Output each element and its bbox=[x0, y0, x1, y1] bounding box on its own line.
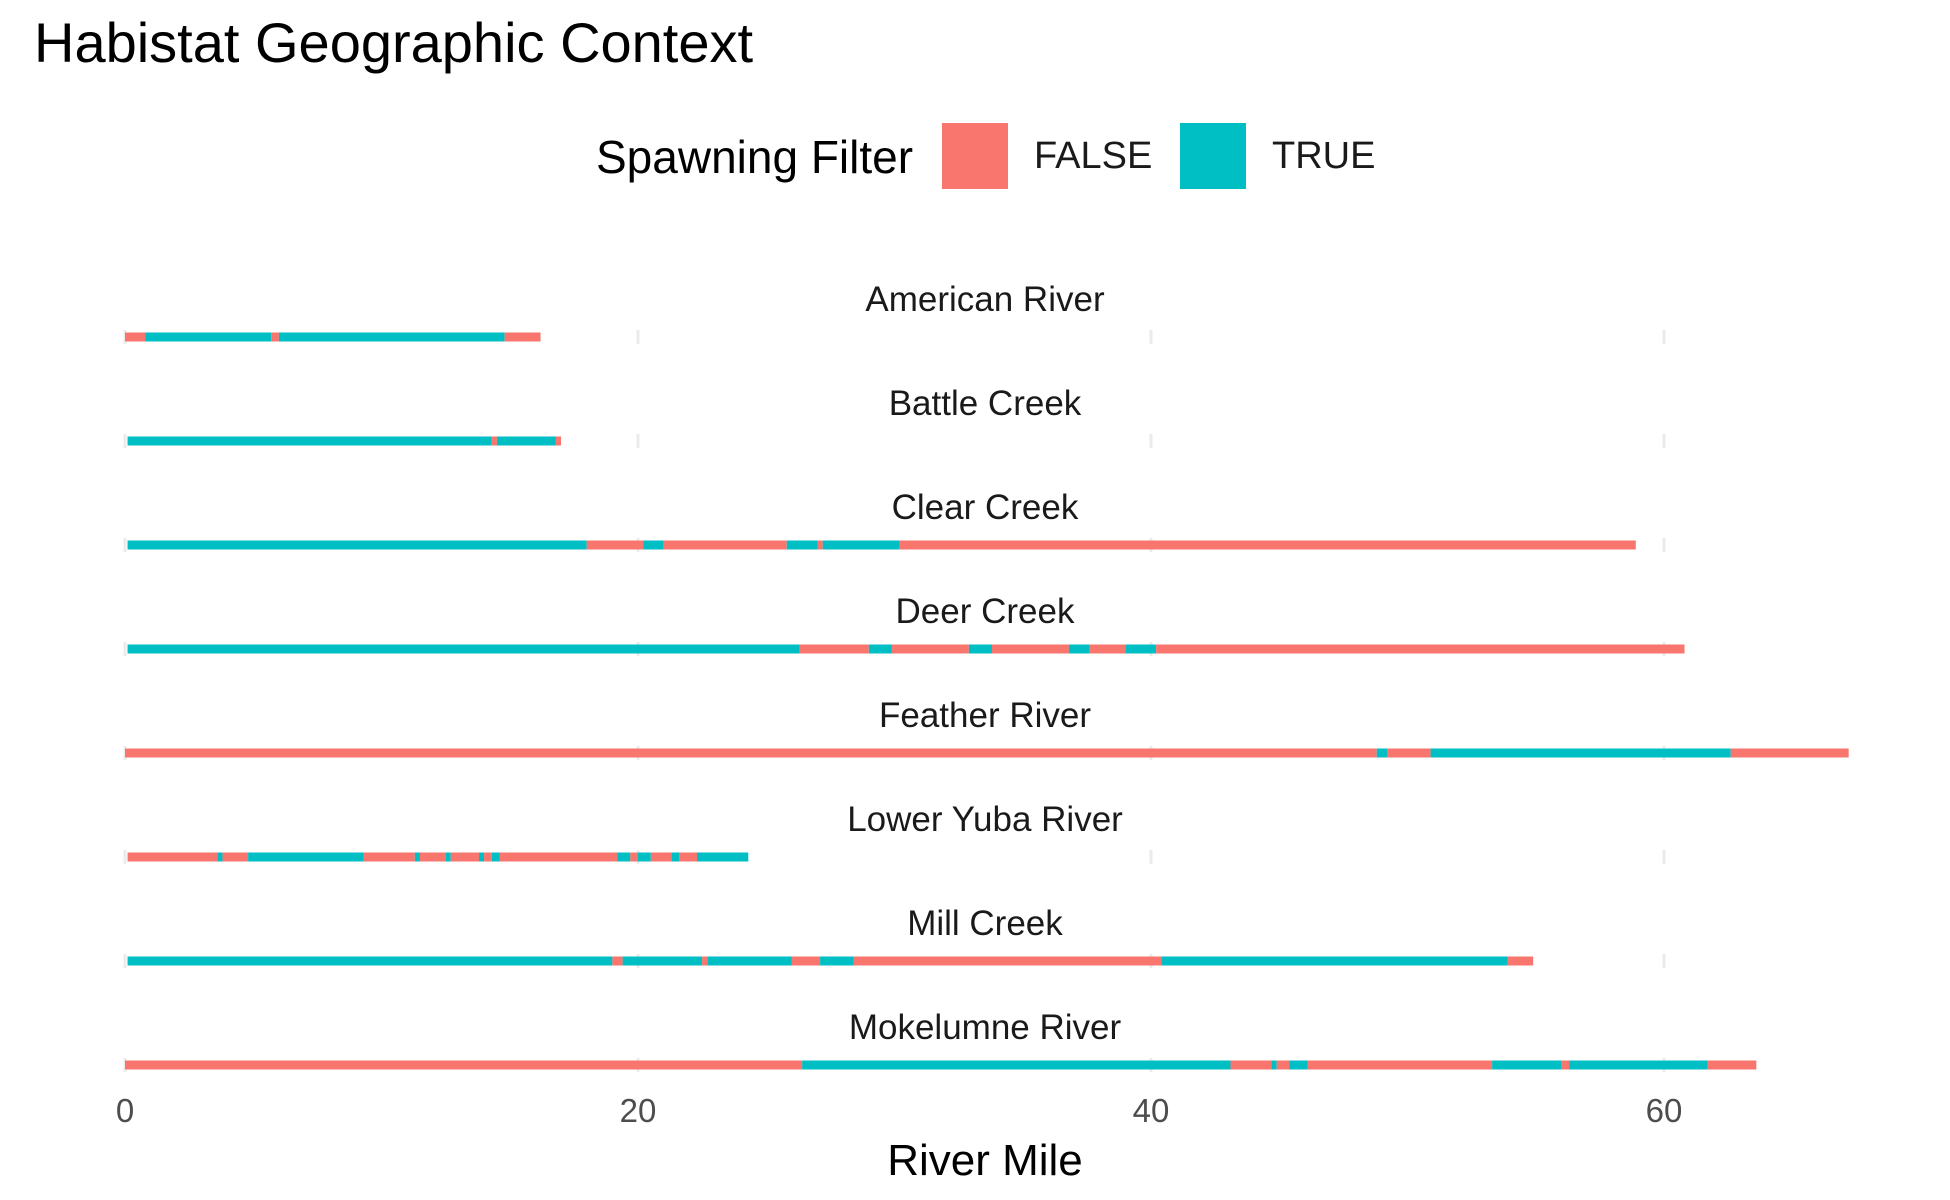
bar-segment bbox=[1089, 644, 1126, 654]
bar-segment bbox=[586, 540, 644, 550]
bar-segment bbox=[491, 852, 500, 862]
bar-segment bbox=[853, 956, 1162, 966]
bar-segment bbox=[271, 332, 279, 342]
bar-segment bbox=[638, 852, 651, 862]
bar-segment bbox=[1276, 1060, 1290, 1070]
bar-segment bbox=[707, 956, 792, 966]
bar-segment bbox=[643, 540, 664, 550]
bar-segment bbox=[491, 436, 497, 446]
bar-segment bbox=[127, 852, 218, 862]
panel-label: Battle Creek bbox=[889, 384, 1082, 423]
legend-label-false: FALSE bbox=[1034, 135, 1153, 177]
bar-segment bbox=[899, 540, 1636, 550]
bar-segment bbox=[968, 644, 992, 654]
bar-segment bbox=[786, 540, 818, 550]
bar-segment bbox=[125, 748, 1377, 758]
panel-label: Clear Creek bbox=[892, 488, 1079, 527]
x-tick-label: 40 bbox=[1133, 1092, 1170, 1129]
grid-lines bbox=[123, 330, 1666, 1072]
bar-segment bbox=[650, 852, 672, 862]
panel-label: American River bbox=[865, 280, 1105, 319]
x-tick-label: 0 bbox=[116, 1092, 134, 1129]
legend-key-true bbox=[1180, 123, 1246, 189]
bar-segment bbox=[891, 644, 969, 654]
bar-segment bbox=[822, 540, 900, 550]
bar-segment bbox=[1386, 748, 1431, 758]
bar-segment bbox=[478, 852, 485, 862]
bar-segment bbox=[127, 644, 800, 654]
bar-segment bbox=[1492, 1060, 1562, 1070]
panels: American River Battle Creek Clear Creek Dee… bbox=[125, 280, 1849, 1070]
bar-segment bbox=[496, 436, 556, 446]
bar-segment bbox=[820, 956, 854, 966]
bar-segment bbox=[679, 852, 697, 862]
bar-segment bbox=[1068, 644, 1090, 654]
bar-segment bbox=[125, 1060, 803, 1070]
x-axis-label: River Mile bbox=[887, 1136, 1083, 1185]
bar-segment bbox=[663, 540, 787, 550]
legend-key-false bbox=[942, 123, 1008, 189]
bar-segment bbox=[1376, 748, 1387, 758]
bar-segment bbox=[363, 852, 415, 862]
bar-segment bbox=[145, 332, 272, 342]
bar-segment bbox=[1161, 956, 1508, 966]
panel-label: Mill Creek bbox=[907, 904, 1063, 943]
bar-segment bbox=[1569, 1060, 1708, 1070]
bar-segment bbox=[802, 1060, 1231, 1070]
bar-segment bbox=[419, 852, 446, 862]
bar-segment bbox=[1271, 1060, 1277, 1070]
x-axis: 0 20 40 60 bbox=[116, 1092, 1683, 1129]
bar-segment bbox=[278, 332, 505, 342]
bar-segment bbox=[248, 852, 364, 862]
bar-segment bbox=[414, 852, 420, 862]
bar-segment bbox=[484, 852, 492, 862]
bar-segment bbox=[504, 332, 541, 342]
bar-segment bbox=[1730, 748, 1849, 758]
bar-segment bbox=[125, 332, 146, 342]
bar-segment bbox=[1707, 1060, 1757, 1070]
bar-segment bbox=[445, 852, 451, 862]
bar-segment bbox=[991, 644, 1069, 654]
bar-segment bbox=[127, 956, 613, 966]
bar-segment bbox=[1230, 1060, 1272, 1070]
bar-segment bbox=[612, 956, 623, 966]
bar-segment bbox=[127, 540, 587, 550]
bar-segment bbox=[1561, 1060, 1570, 1070]
bar-segment bbox=[222, 852, 249, 862]
bar-segment bbox=[1507, 956, 1534, 966]
bar-segment bbox=[817, 540, 823, 550]
legend-title: Spawning Filter bbox=[596, 131, 914, 183]
bar-segment bbox=[1289, 1060, 1308, 1070]
bar-segment bbox=[127, 436, 492, 446]
legend: Spawning Filter FALSE TRUE bbox=[0, 120, 1950, 190]
bar-segment bbox=[217, 852, 223, 862]
bar-segment bbox=[499, 852, 618, 862]
bar-segment bbox=[555, 436, 562, 446]
bar-segment bbox=[622, 956, 703, 966]
bar-segment bbox=[696, 852, 749, 862]
bar-segment bbox=[617, 852, 631, 862]
bar-segment bbox=[1125, 644, 1157, 654]
bar-segment bbox=[868, 644, 892, 654]
panel-label: Feather River bbox=[879, 696, 1091, 735]
bar-segment bbox=[630, 852, 638, 862]
bar-segment bbox=[799, 644, 869, 654]
bar-segment bbox=[791, 956, 821, 966]
panel-label: Deer Creek bbox=[896, 592, 1075, 631]
x-tick-label: 60 bbox=[1646, 1092, 1683, 1129]
legend-label-true: TRUE bbox=[1272, 135, 1376, 177]
bar-segment bbox=[1307, 1060, 1493, 1070]
bar-segment bbox=[671, 852, 680, 862]
x-tick-label: 20 bbox=[620, 1092, 657, 1129]
panel-label: Lower Yuba River bbox=[847, 800, 1123, 839]
bar-segment bbox=[1430, 748, 1731, 758]
panel-label: Mokelumne River bbox=[849, 1008, 1122, 1047]
bar-segment bbox=[1156, 644, 1685, 654]
bar-segment bbox=[702, 956, 708, 966]
chart-title: Habistat Geographic Context bbox=[34, 11, 754, 74]
bar-segment bbox=[450, 852, 479, 862]
